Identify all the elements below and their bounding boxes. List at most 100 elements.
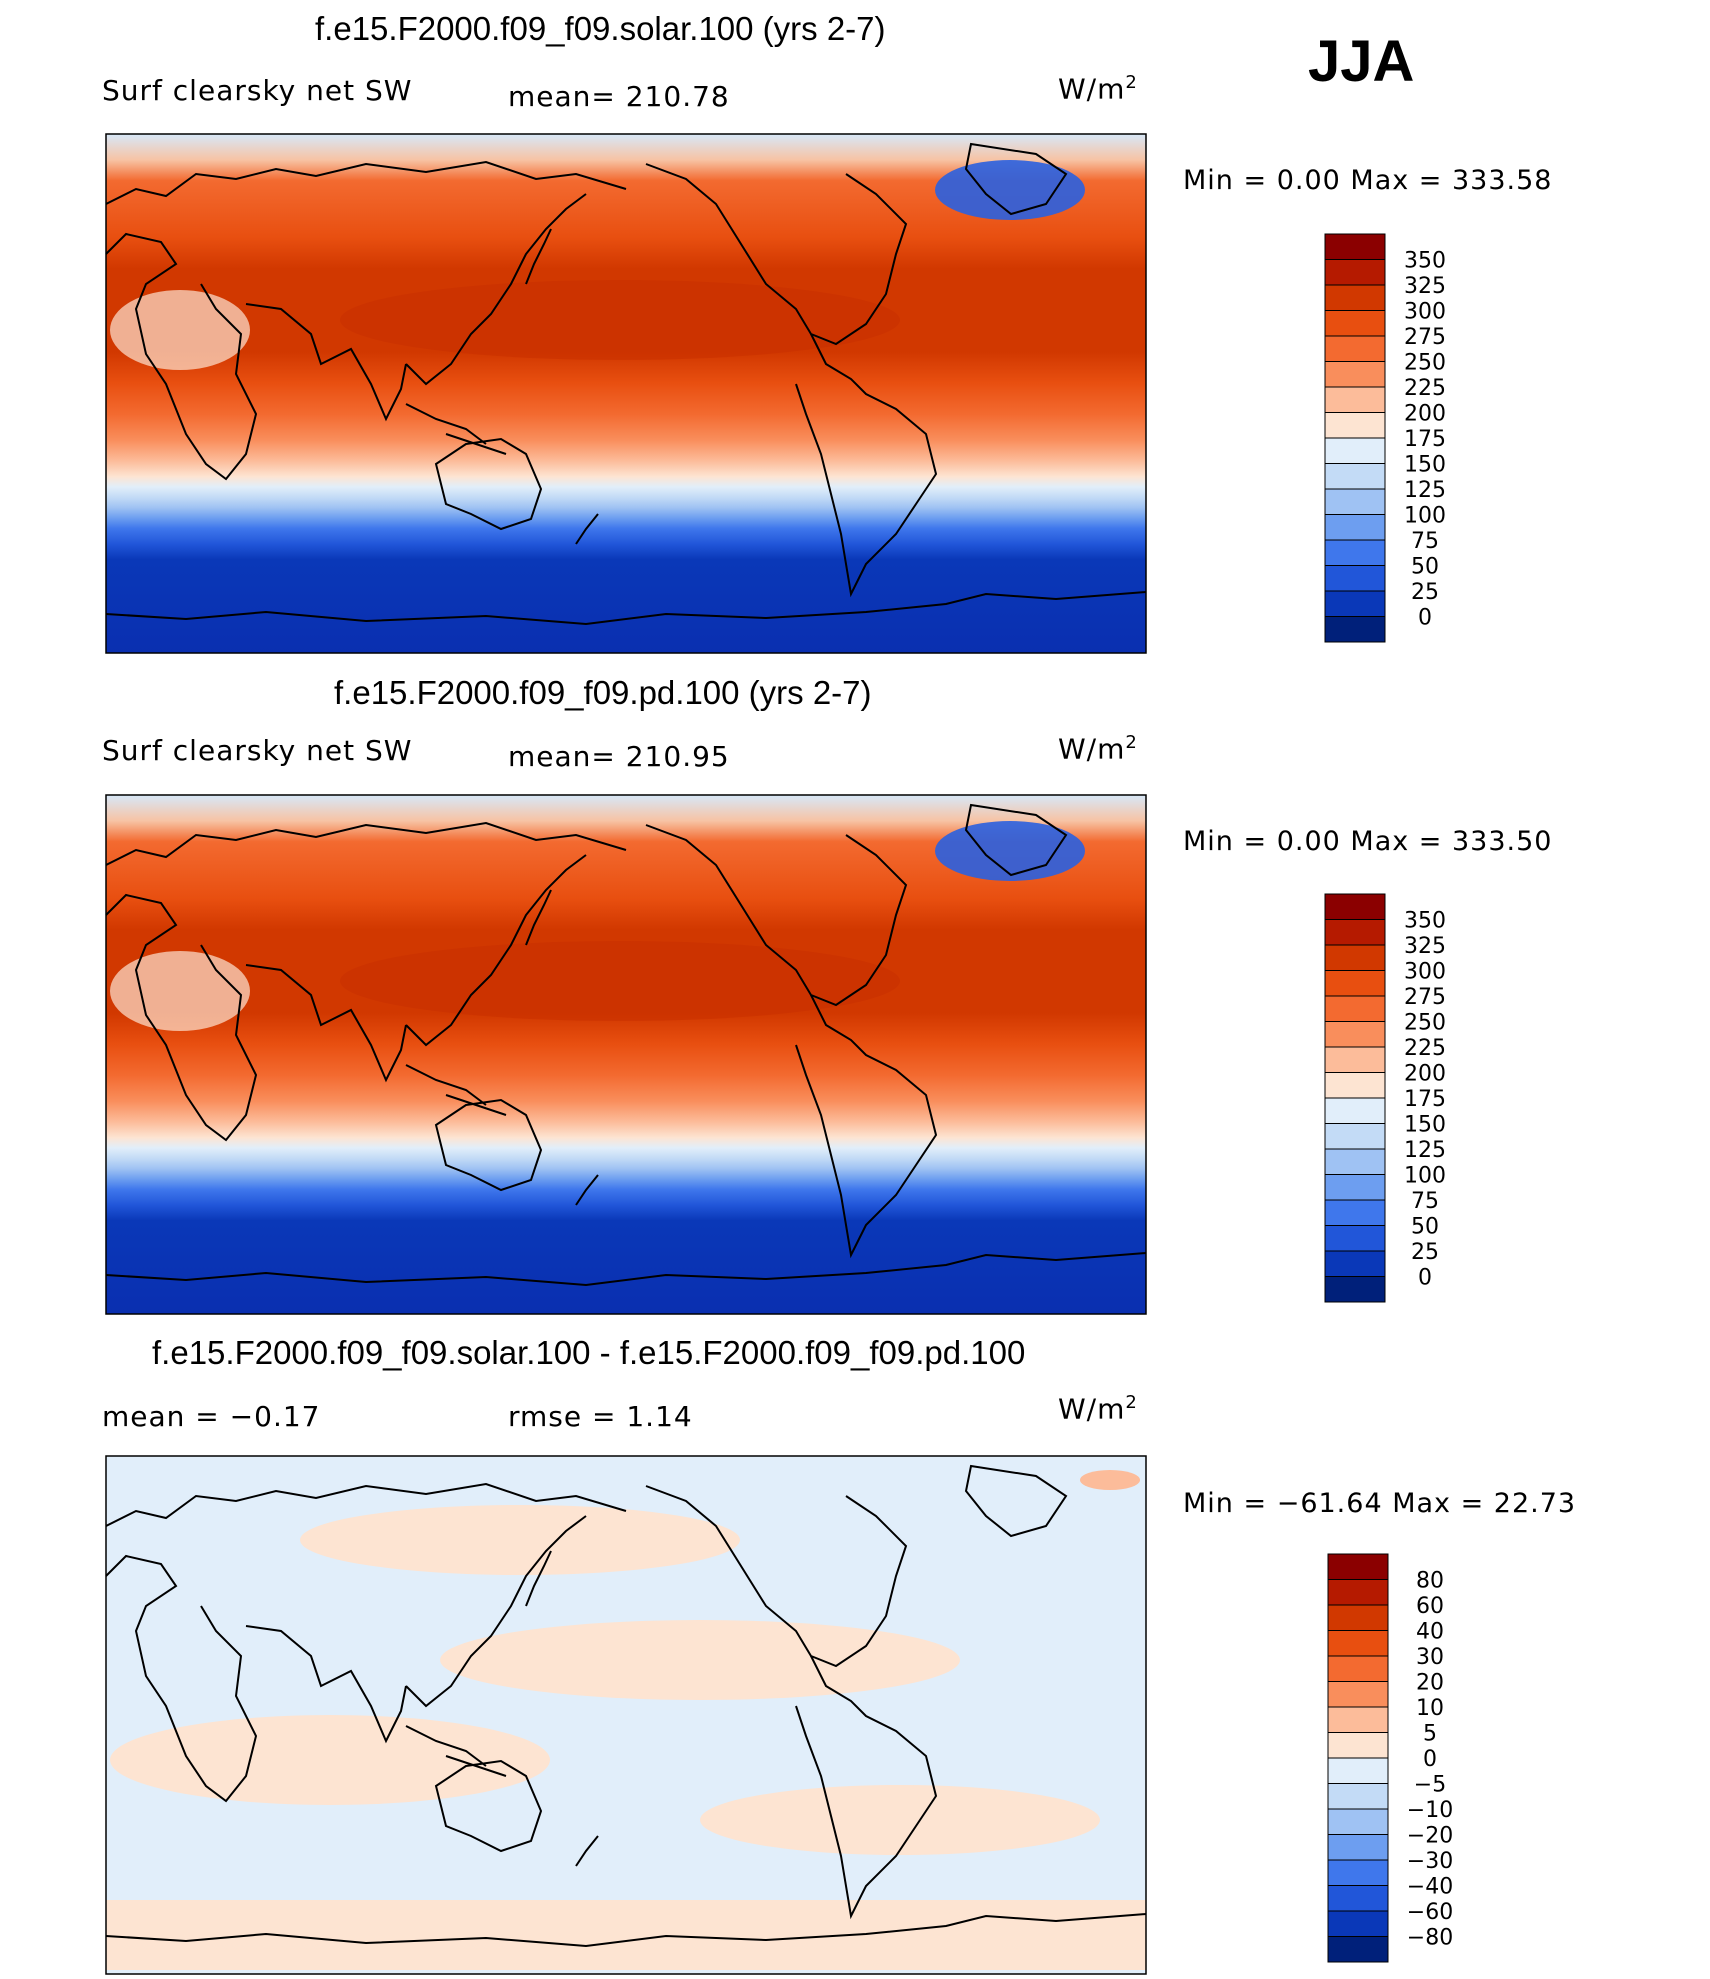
panel-1-title: f.e15.F2000.f09_f09.solar.100 (yrs 2-7) bbox=[315, 10, 886, 47]
coastline-path bbox=[405, 1515, 587, 1708]
colorbar-tick-label: 225 bbox=[1404, 1036, 1446, 1061]
colorbar-tick-label: 200 bbox=[1404, 402, 1446, 427]
colorbar-tick-label: −20 bbox=[1407, 1824, 1453, 1849]
coastline-path bbox=[434, 1098, 543, 1192]
colorbar-box bbox=[1324, 361, 1386, 388]
coastline-path bbox=[964, 142, 1068, 216]
colorbar-box bbox=[1327, 1910, 1389, 1937]
panel-3-rmse-label: rmse = 1.14 bbox=[508, 1400, 693, 1433]
colorbar-tick-label: 200 bbox=[1404, 1062, 1446, 1087]
panel-2-title: f.e15.F2000.f09_f09.pd.100 (yrs 2-7) bbox=[334, 674, 872, 711]
colorbar-tick-label: 25 bbox=[1411, 1240, 1439, 1265]
colorbar-tick-label: 150 bbox=[1404, 453, 1446, 478]
colorbar-tick-label: 40 bbox=[1416, 1620, 1444, 1645]
colorbar-tick-label: 30 bbox=[1416, 1645, 1444, 1670]
colorbar-tick-label: 225 bbox=[1404, 376, 1446, 401]
colorbar-box bbox=[1324, 1225, 1386, 1252]
coastline-path bbox=[105, 1554, 258, 1803]
coastline-path bbox=[575, 1174, 599, 1206]
coastline-path bbox=[795, 994, 938, 1259]
colorbar-box bbox=[1324, 1250, 1386, 1277]
colorbar-box bbox=[1324, 233, 1386, 260]
colorbar-tick-label: 10 bbox=[1416, 1696, 1444, 1721]
colorbar-box bbox=[1324, 463, 1386, 490]
coastline-path bbox=[105, 1252, 1147, 1287]
colorbar-box bbox=[1324, 944, 1386, 971]
colorbar-box bbox=[1327, 1885, 1389, 1912]
coastline-path bbox=[405, 1725, 487, 1767]
colorbar-tick-label: 300 bbox=[1404, 300, 1446, 325]
coastline-path bbox=[645, 824, 908, 1007]
colorbar-box bbox=[1324, 259, 1386, 286]
colorbar-box bbox=[1327, 1936, 1389, 1963]
colorbar-box bbox=[1324, 590, 1386, 617]
coastline-path bbox=[405, 403, 487, 445]
colorbar-tick-label: 50 bbox=[1411, 1215, 1439, 1240]
coastline-path bbox=[575, 1835, 599, 1867]
colorbar-box bbox=[1324, 488, 1386, 515]
coastline-path bbox=[245, 1625, 407, 1744]
colorbar-tick-label: 125 bbox=[1404, 478, 1446, 503]
coastline-path bbox=[105, 232, 258, 481]
coastline-path bbox=[105, 893, 258, 1142]
colorbar-tick-label: 0 bbox=[1423, 1747, 1437, 1772]
coastline-path bbox=[525, 889, 552, 946]
colorbar-tick-label: −10 bbox=[1407, 1798, 1453, 1823]
coastline-path bbox=[445, 433, 507, 455]
coastline-path bbox=[405, 1064, 487, 1106]
colorbar-box bbox=[1324, 539, 1386, 566]
colorbar-box bbox=[1327, 1604, 1389, 1631]
colorbar-tick-label: 75 bbox=[1411, 1189, 1439, 1214]
panel-3-units: W/m2 bbox=[1058, 1392, 1138, 1426]
colorbar-box bbox=[1324, 1046, 1386, 1073]
colorbar-box bbox=[1327, 1808, 1389, 1835]
colorbar-box bbox=[1327, 1630, 1389, 1657]
colorbar-box bbox=[1327, 1681, 1389, 1708]
colorbar-tick-label: 0 bbox=[1418, 606, 1432, 631]
colorbar-tick-label: 325 bbox=[1404, 274, 1446, 299]
panel-1-mean-label: mean= 210.78 bbox=[508, 80, 730, 113]
colorbar-box bbox=[1324, 1174, 1386, 1201]
colorbar-tick-label: 80 bbox=[1416, 1569, 1444, 1594]
coastline-path bbox=[405, 193, 587, 386]
map-panel-3 bbox=[105, 1455, 1147, 1975]
colorbar-box bbox=[1324, 1148, 1386, 1175]
coastline-path bbox=[795, 333, 938, 598]
coastline-path bbox=[105, 160, 627, 205]
colorbar-box bbox=[1327, 1655, 1389, 1682]
colorbar-box bbox=[1324, 893, 1386, 920]
colorbar-tick-label: 5 bbox=[1423, 1722, 1437, 1747]
colorbar-tick-label: 300 bbox=[1404, 960, 1446, 985]
colorbar-tick-label: 150 bbox=[1404, 1113, 1446, 1138]
colorbar-box bbox=[1324, 386, 1386, 413]
colorbar-box bbox=[1327, 1783, 1389, 1810]
colorbar-box bbox=[1324, 412, 1386, 439]
colorbar-tick-label: 275 bbox=[1404, 985, 1446, 1010]
coastline-path bbox=[105, 1482, 627, 1527]
coastline-path bbox=[245, 303, 407, 422]
colorbar-box bbox=[1324, 1123, 1386, 1150]
coastline-path bbox=[105, 1913, 1147, 1948]
colorbar-box bbox=[1327, 1706, 1389, 1733]
panel-3-mean-label: mean = −0.17 bbox=[102, 1400, 321, 1433]
colorbar-tick-label: 325 bbox=[1404, 934, 1446, 959]
colorbar-tick-label: 25 bbox=[1411, 580, 1439, 605]
colorbar-tick-label: 350 bbox=[1404, 249, 1446, 274]
coastlines bbox=[105, 142, 1147, 1948]
colorbar-tick-label: 50 bbox=[1411, 555, 1439, 580]
panel-3-minmax: Min = −61.64 Max = 22.73 bbox=[1183, 1488, 1577, 1519]
panel-1-units: W/m2 bbox=[1058, 72, 1138, 106]
colorbar-tick-label: −5 bbox=[1414, 1773, 1446, 1798]
coastline-path bbox=[964, 1464, 1068, 1538]
colorbar-tick-label: 175 bbox=[1404, 427, 1446, 452]
panel-2-variable-label: Surf clearsky net SW bbox=[102, 734, 413, 767]
colorbar-tick-label: 75 bbox=[1411, 529, 1439, 554]
map-panel-2 bbox=[105, 794, 1147, 1315]
colorbar-tick-label: 275 bbox=[1404, 325, 1446, 350]
coastline-path bbox=[645, 163, 908, 346]
coastline-path bbox=[434, 437, 543, 531]
panel-1-variable-label: Surf clearsky net SW bbox=[102, 74, 413, 107]
